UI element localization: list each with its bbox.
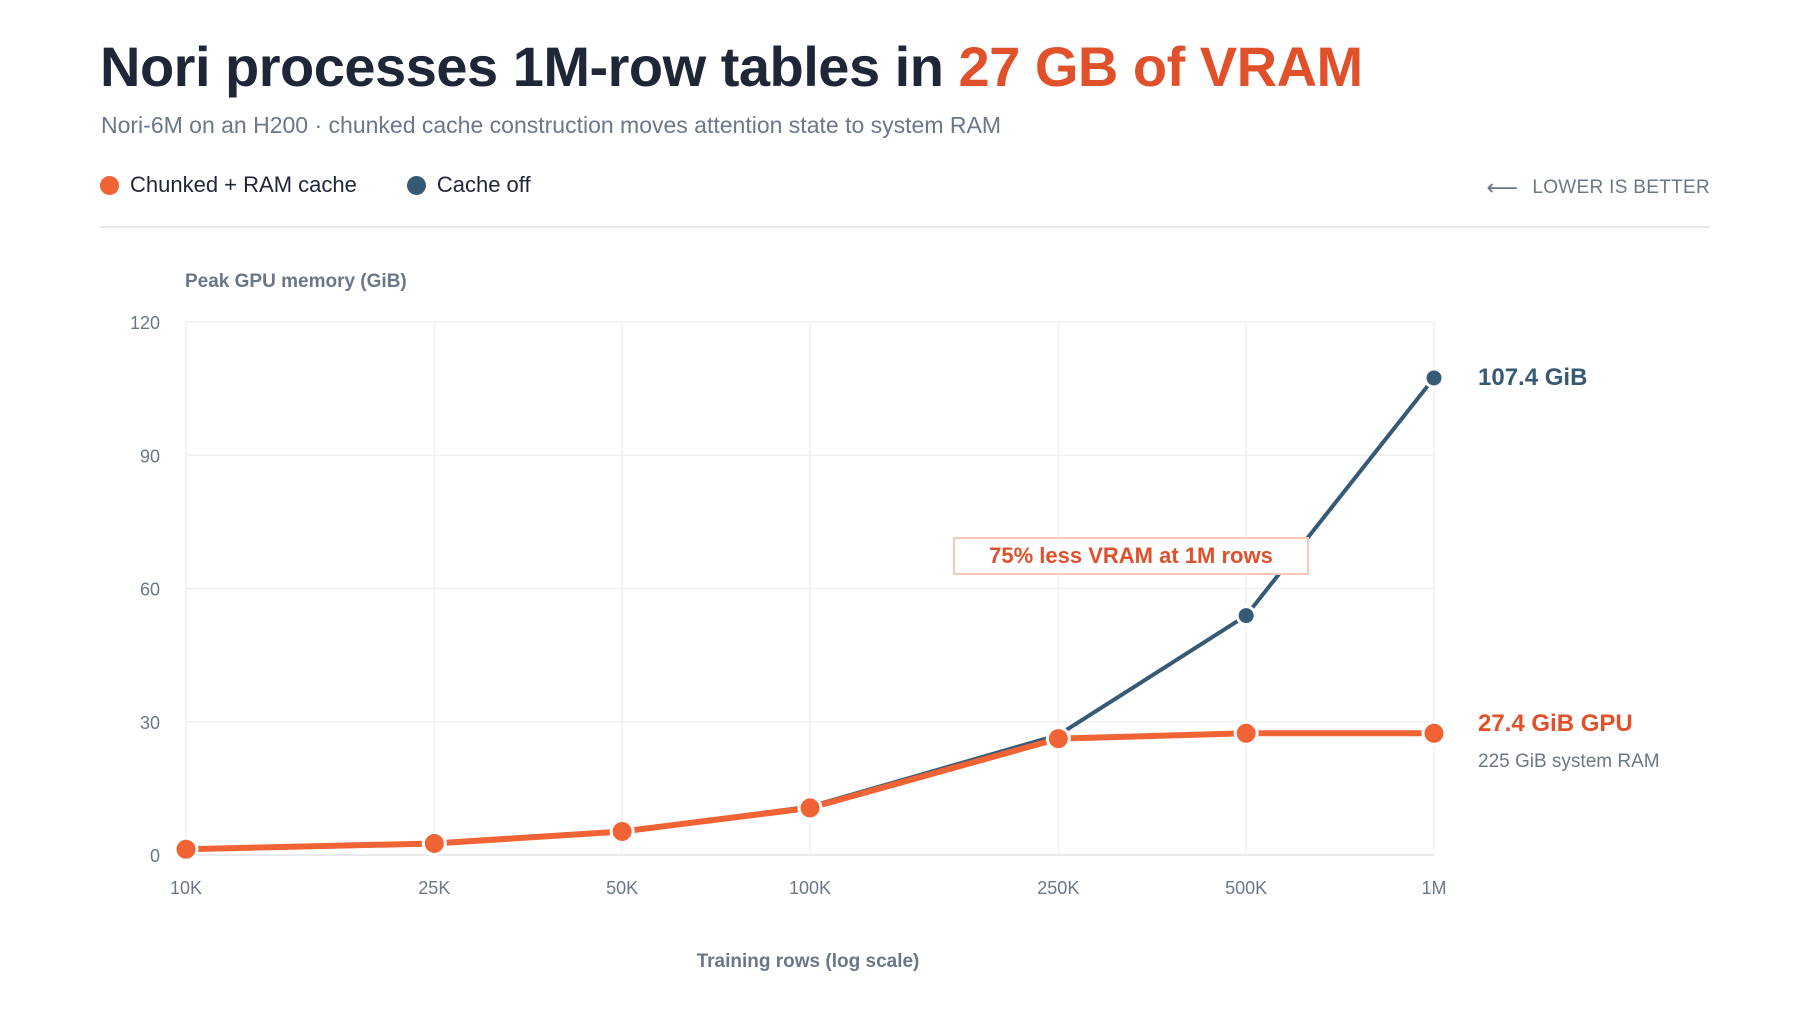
x-tick-label: 250K [1037,878,1079,898]
legend-item-chunked: Chunked + RAM cache [100,172,357,198]
subtitle: Nori-6M on an H200 · chunked cache const… [101,112,1001,138]
legend-dot-cache-off [406,175,426,195]
y-tick-label: 120 [130,313,160,333]
data-point [1235,605,1257,627]
grid [185,321,1435,856]
data-point [173,836,199,862]
x-tick-label: 500K [1225,878,1267,898]
y-tick-label: 30 [140,713,160,733]
x-tick-label: 1M [1421,878,1446,898]
title-main: Nori processes 1M-row tables in [100,35,959,98]
x-axis-ticks: 10K 25K 50K 100K 250K 500K 1M [170,878,1447,898]
callout-label: 75% less VRAM at 1M rows [989,543,1273,568]
lower-is-better-label: LOWER IS BETTER [1532,177,1710,198]
y-tick-label: 0 [150,846,160,866]
data-point [609,818,635,844]
data-point [1423,367,1445,389]
series-cache-off [184,367,1445,852]
y-axis-ticks: 0 30 60 90 120 [130,313,160,866]
y-tick-label: 60 [140,580,160,600]
y-tick-label: 90 [140,446,160,466]
x-axis-label: Training rows (log scale) [697,951,920,972]
legend-label-cache-off: Cache off [436,172,531,197]
lower-is-better-note: ⟵ LOWER IS BETTER [1487,175,1710,201]
title-accent: 27 GB of VRAM [958,35,1363,98]
end-sublabel-chunked: 225 GiB system RAM [1478,751,1660,772]
header-divider [100,226,1710,228]
x-tick-label: 100K [789,878,831,898]
data-point [1045,726,1071,752]
callout: 75% less VRAM at 1M rows [953,537,1309,575]
series-chunked [173,720,1447,862]
legend-dot-chunked [100,175,119,195]
x-tick-label: 25K [418,878,450,898]
y-axis-label: Peak GPU memory (GiB) [185,271,407,292]
arrow-left-icon: ⟵ [1486,175,1519,200]
x-tick-label: 10K [170,878,202,898]
page-title: Nori processes 1M-row tables in 27 GB of… [100,34,1363,99]
end-label-chunked: 27.4 GiB GPU [1478,710,1633,737]
callout-box [953,537,1309,575]
legend-label-chunked: Chunked + RAM cache [130,172,357,197]
x-tick-label: 50K [606,878,638,898]
legend-item-cache-off: Cache off [406,172,531,198]
series-layer [173,367,1447,862]
data-point [797,795,823,821]
end-label-cache-off: 107.4 GiB [1478,364,1587,391]
data-point [421,830,447,856]
legend: Chunked + RAM cache Cache off [100,172,581,198]
data-point [1421,720,1447,746]
data-point [1233,720,1259,746]
